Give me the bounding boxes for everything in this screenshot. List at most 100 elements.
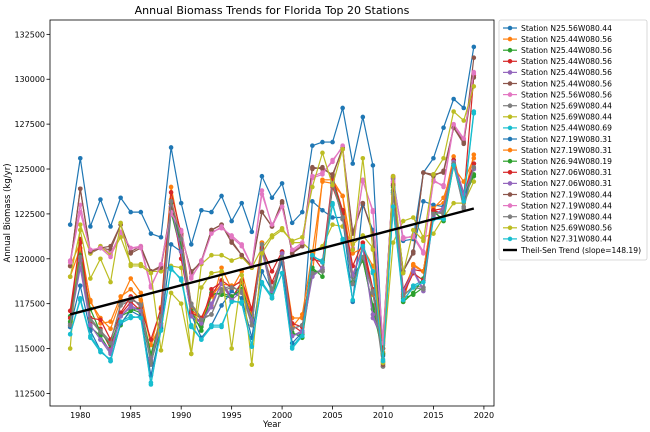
data-point	[390, 173, 396, 179]
data-point	[168, 199, 174, 204]
x-tick-label: 2000	[272, 411, 292, 420]
data-point	[461, 179, 467, 184]
legend-swatch-marker	[507, 214, 513, 219]
data-point	[128, 308, 134, 314]
y-tick-label: 115000	[14, 345, 45, 354]
legend-item: Station N25.44W080.56	[503, 79, 612, 88]
data-point	[158, 328, 164, 333]
legend-label: Station N27.19W080.44	[521, 213, 612, 222]
data-point	[77, 186, 83, 192]
legend-label: Station N27.06W080.31	[521, 168, 612, 177]
data-point	[178, 265, 184, 271]
legend-swatch-marker	[507, 236, 513, 242]
data-point	[199, 328, 204, 333]
data-point	[128, 209, 134, 215]
data-point	[128, 251, 134, 256]
data-point	[340, 146, 345, 152]
data-point	[209, 322, 214, 328]
data-point	[219, 322, 224, 328]
data-point	[199, 260, 204, 265]
data-point	[67, 260, 73, 265]
data-point	[441, 195, 446, 201]
data-point	[360, 179, 366, 184]
data-point	[98, 256, 103, 262]
x-tick-label: 1990	[171, 411, 191, 420]
data-point	[128, 304, 134, 310]
data-point	[168, 145, 174, 150]
data-point	[178, 236, 184, 242]
legend-item: Station N27.31W080.44	[503, 235, 612, 244]
data-point	[168, 184, 174, 190]
legend-item: Station N25.56W080.44	[503, 24, 612, 33]
data-point	[128, 313, 134, 319]
x-tick-label: 2005	[322, 411, 342, 420]
data-point	[471, 161, 477, 166]
data-point	[461, 139, 467, 145]
data-point	[471, 164, 477, 170]
data-point	[259, 173, 265, 179]
data-point	[299, 240, 305, 245]
data-point	[199, 337, 204, 342]
data-point	[158, 313, 164, 319]
data-point	[209, 292, 214, 297]
data-point	[239, 272, 245, 278]
legend-swatch-marker	[507, 192, 513, 197]
data-point	[451, 200, 456, 206]
data-point	[128, 276, 134, 281]
legend-label: Station N25.44W080.56	[521, 46, 612, 55]
data-point	[158, 261, 164, 267]
data-point	[209, 270, 214, 276]
data-point	[289, 220, 295, 226]
y-axis: 112500 115000 117500 120000 122500 125000 1275…	[14, 30, 50, 398]
legend-swatch-marker	[507, 114, 513, 120]
data-point	[148, 270, 154, 276]
data-point	[77, 283, 83, 289]
data-point	[410, 269, 416, 274]
data-point	[471, 44, 477, 50]
x-tick-label: 1995	[221, 411, 241, 420]
data-point	[209, 227, 214, 233]
data-point	[77, 295, 83, 301]
data-point	[471, 155, 477, 161]
data-point	[188, 351, 194, 357]
legend-item: Station N27.19W080.31	[503, 135, 612, 144]
data-point	[279, 251, 285, 256]
data-point	[148, 358, 154, 364]
data-point	[138, 303, 144, 308]
legend-swatch-marker	[507, 103, 513, 108]
data-point	[188, 324, 194, 330]
data-point	[400, 236, 406, 242]
data-point	[239, 200, 245, 206]
data-point	[168, 242, 174, 247]
data-point	[209, 231, 214, 236]
legend-item: Station N26.94W080.19	[503, 157, 612, 166]
data-point	[441, 168, 446, 174]
x-tick-label: 2010	[373, 411, 393, 420]
x-axis: 1980 1985 1990 1995 2000 2005 2010 2015 2020	[70, 406, 494, 420]
data-point	[108, 243, 113, 249]
data-point	[67, 274, 73, 280]
legend-label: Theil-Sen Trend (slope=148.19)	[520, 246, 641, 255]
data-point	[108, 358, 113, 364]
legend-item: Station N27.19W080.44	[503, 190, 612, 199]
x-tick-label: 1985	[121, 411, 141, 420]
trend-line	[69, 207, 475, 316]
legend-swatch-marker	[507, 158, 513, 164]
data-point	[77, 209, 83, 215]
data-point	[289, 251, 295, 256]
data-point	[249, 229, 255, 235]
x-tick-label: 2020	[474, 411, 494, 420]
data-point	[431, 208, 436, 213]
data-point	[340, 215, 345, 220]
data-point	[320, 179, 325, 184]
data-point	[340, 105, 345, 111]
data-point	[67, 308, 73, 314]
legend-label: Station N27.31W080.44	[521, 235, 612, 244]
data-point	[431, 202, 436, 208]
legend-label: Station N27.19W080.44	[521, 201, 612, 210]
data-point	[229, 299, 234, 305]
data-point	[128, 287, 134, 292]
data-point	[350, 281, 356, 287]
data-point	[471, 152, 477, 157]
data-point	[138, 245, 144, 251]
